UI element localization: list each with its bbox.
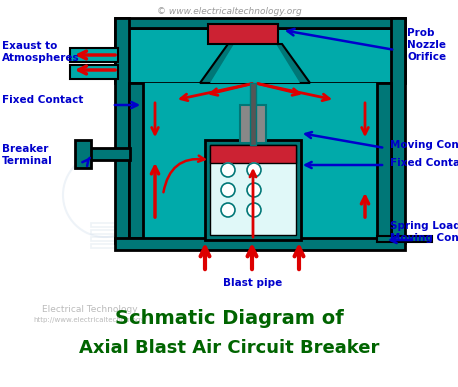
Bar bbox=[250, 83, 256, 145]
Text: © www.electricaltechnology.org: © www.electricaltechnology.org bbox=[157, 7, 301, 15]
Bar bbox=[240, 105, 266, 143]
Text: Prob
Nozzle
Orifice: Prob Nozzle Orifice bbox=[407, 28, 446, 62]
Bar bbox=[88, 148, 130, 160]
Bar bbox=[377, 236, 432, 242]
Text: Fixed Contact: Fixed Contact bbox=[2, 95, 83, 105]
Bar bbox=[205, 140, 301, 240]
Circle shape bbox=[221, 183, 235, 197]
Text: Breaker
Terminal: Breaker Terminal bbox=[2, 144, 53, 166]
Bar bbox=[115, 18, 129, 243]
Bar bbox=[210, 145, 296, 235]
Polygon shape bbox=[210, 44, 300, 83]
Bar bbox=[91, 237, 119, 241]
Circle shape bbox=[221, 163, 235, 177]
Polygon shape bbox=[200, 44, 310, 83]
Bar bbox=[143, 83, 377, 238]
Bar bbox=[91, 244, 119, 248]
Text: Fixed Contact: Fixed Contact bbox=[390, 158, 458, 168]
Bar bbox=[70, 48, 118, 62]
Bar bbox=[91, 223, 119, 227]
Bar bbox=[75, 140, 91, 168]
Circle shape bbox=[247, 203, 261, 217]
Bar bbox=[115, 238, 405, 250]
Bar bbox=[91, 230, 119, 234]
Text: Axial Blast Air Circuit Breaker: Axial Blast Air Circuit Breaker bbox=[79, 339, 379, 357]
Text: Blast pipe: Blast pipe bbox=[224, 278, 283, 288]
Text: Moving Contact: Moving Contact bbox=[390, 140, 458, 150]
Text: http://www.electricaltechnology/: http://www.electricaltechnology/ bbox=[33, 317, 147, 323]
Circle shape bbox=[247, 183, 261, 197]
Bar bbox=[70, 65, 118, 79]
Text: Electrical Technology: Electrical Technology bbox=[42, 305, 138, 315]
Bar bbox=[115, 18, 405, 28]
FancyArrowPatch shape bbox=[164, 156, 204, 192]
Circle shape bbox=[247, 163, 261, 177]
Bar bbox=[115, 28, 405, 83]
Bar bbox=[208, 24, 278, 44]
Text: Schmatic Diagram of: Schmatic Diagram of bbox=[114, 308, 344, 327]
Text: Exaust to
Atmospheres: Exaust to Atmospheres bbox=[2, 41, 80, 63]
Bar bbox=[129, 83, 143, 238]
Text: Spring Loading for
Moving Contacts: Spring Loading for Moving Contacts bbox=[390, 221, 458, 243]
Bar bbox=[391, 18, 405, 243]
Bar bbox=[210, 145, 296, 163]
Circle shape bbox=[221, 203, 235, 217]
Bar bbox=[377, 83, 391, 238]
